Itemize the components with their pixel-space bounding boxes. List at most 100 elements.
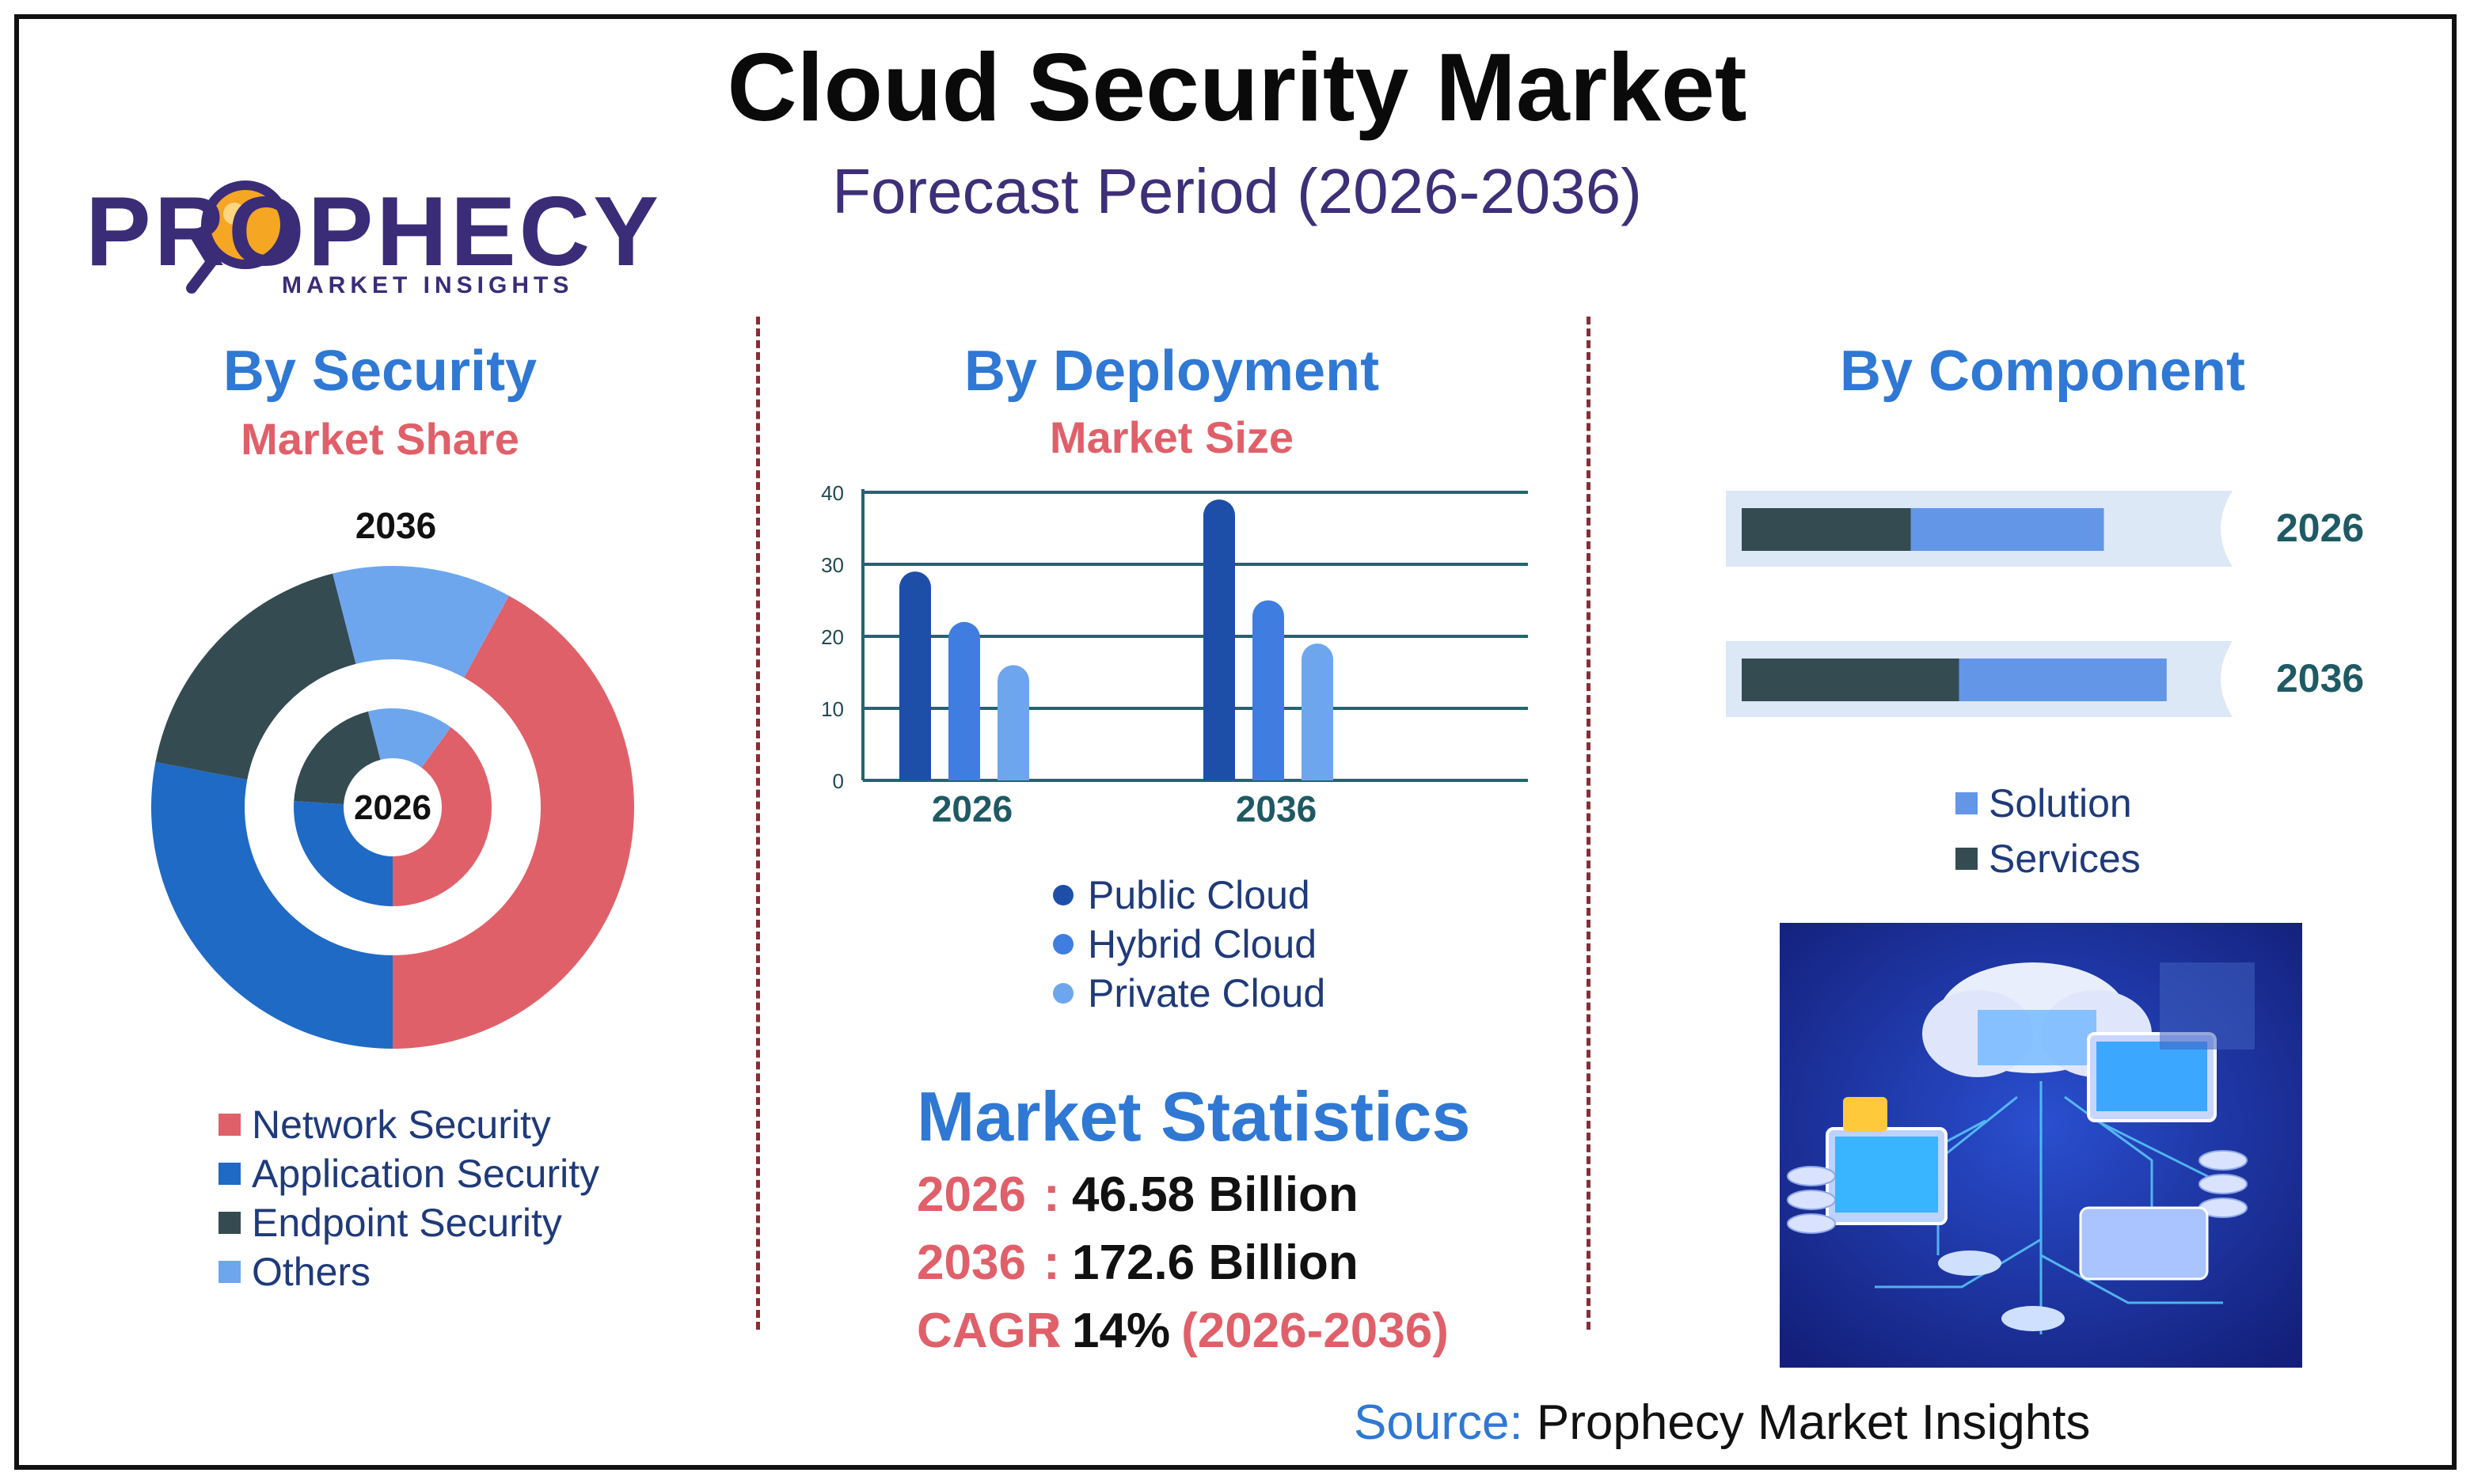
stat-value: 172.6 Billion bbox=[1072, 1235, 1359, 1290]
page-title: Cloud Security Market bbox=[727, 33, 1747, 141]
bar-base-2036-hybrid-cloud bbox=[1252, 765, 1284, 780]
server-panel-icon bbox=[2160, 962, 2255, 1049]
security-donut-chart: 2036 2026 bbox=[151, 507, 635, 1049]
y-tick-label: 20 bbox=[821, 625, 844, 649]
security-legend-item-others: Others bbox=[219, 1247, 599, 1296]
source-label: Source: bbox=[1354, 1395, 1523, 1450]
legend-label: Services bbox=[1989, 837, 2141, 881]
stat-key: 2036 bbox=[917, 1235, 1026, 1290]
y-tick-label: 0 bbox=[833, 769, 844, 793]
component-stacked-bar-chart: 2026 2036 bbox=[1726, 491, 2364, 717]
security-legend-item-network-security: Network Security bbox=[219, 1100, 599, 1149]
bar-base-2026-private-cloud bbox=[998, 765, 1029, 780]
legend-swatch bbox=[219, 1261, 241, 1283]
stat-colon: : bbox=[1043, 1304, 1060, 1358]
donut-slice-2026-application-security bbox=[294, 801, 393, 906]
hbar-label-2036: 2036 bbox=[2276, 656, 2364, 700]
legend-label: Others bbox=[252, 1250, 371, 1294]
magnifier-icon bbox=[186, 180, 290, 294]
logo-wordmark: PROPHECY bbox=[86, 176, 662, 294]
bar-2036-private-cloud bbox=[1302, 643, 1333, 780]
legend-label: Solution bbox=[1989, 781, 2132, 825]
section-divider-left bbox=[756, 317, 760, 1330]
component-legend-item-solution: Solution bbox=[1955, 776, 2141, 831]
deployment-section-title: By Deployment bbox=[963, 340, 1380, 403]
source-credit: Source: Prophecy Market Insights bbox=[1354, 1395, 2090, 1451]
market-statistics-title: Market Statistics bbox=[917, 1077, 1471, 1156]
legend-swatch bbox=[1955, 792, 1978, 814]
legend-swatch bbox=[219, 1163, 241, 1185]
disk-icon bbox=[2001, 1306, 2065, 1331]
stat-row-2026: 2026:46.58 Billion bbox=[917, 1167, 1449, 1235]
legend-label: Hybrid Cloud bbox=[1088, 922, 1317, 966]
legend-dot bbox=[1053, 934, 1074, 955]
component-legend: Solution Services bbox=[1955, 776, 2141, 886]
bar-base-2036-public-cloud bbox=[1203, 765, 1235, 780]
x-tick-label-2036: 2036 bbox=[1236, 788, 1317, 829]
stat-value: 46.58 Billion bbox=[1072, 1167, 1359, 1222]
market-statistics-rows: 2026:46.58 Billion 2036:172.6 Billion CAGR… bbox=[917, 1167, 1449, 1371]
hbar-2026-services bbox=[1742, 508, 1911, 551]
cloud-network-illustration bbox=[1780, 923, 2302, 1368]
legend-label: Public Cloud bbox=[1088, 873, 1310, 917]
legend-dot bbox=[1053, 983, 1074, 1004]
logo-name: PROPHECY bbox=[86, 177, 662, 287]
security-section-title: By Security bbox=[222, 340, 538, 403]
deployment-legend: Public Cloud Hybrid Cloud Private Cloud bbox=[1053, 871, 1325, 1018]
hbar-label-2026: 2026 bbox=[2276, 506, 2364, 550]
donut-slice-2026-others bbox=[367, 708, 451, 768]
stat-colon: : bbox=[1043, 1167, 1060, 1222]
donut-slice-2036-endpoint-security bbox=[155, 573, 356, 780]
donut-slice-2036-others bbox=[333, 566, 509, 678]
stat-value: 14% bbox=[1072, 1304, 1171, 1358]
stat-row-cagr: CAGR:14% (2026-2036) bbox=[917, 1303, 1449, 1371]
deployment-legend-item-public-cloud: Public Cloud bbox=[1053, 871, 1325, 920]
legend-swatch bbox=[219, 1212, 241, 1234]
legend-label: Application Security bbox=[252, 1152, 600, 1196]
legend-swatch bbox=[1955, 848, 1978, 870]
database-icon bbox=[1787, 1150, 2248, 1234]
stat-row-2036: 2036:172.6 Billion bbox=[917, 1235, 1449, 1303]
bar-base-2026-hybrid-cloud bbox=[948, 765, 980, 780]
legend-label: Network Security bbox=[252, 1103, 551, 1147]
donut-slice-2036-network-security bbox=[393, 595, 635, 1049]
legend-swatch bbox=[219, 1114, 241, 1136]
bar-base-2026-public-cloud bbox=[899, 765, 931, 780]
page-subtitle: Forecast Period (2026-2036) bbox=[832, 156, 1642, 226]
bar-2026-private-cloud bbox=[998, 665, 1029, 780]
bar-2026-public-cloud bbox=[899, 571, 931, 780]
deployment-bar-chart: 0 10 20 30 40 2026 2036 bbox=[821, 481, 1528, 829]
bar-base-2036-private-cloud bbox=[1302, 765, 1333, 780]
security-section-subtitle: Market Share bbox=[241, 414, 519, 464]
stat-colon: : bbox=[1043, 1235, 1060, 1290]
legend-label: Endpoint Security bbox=[252, 1201, 562, 1245]
section-divider-right bbox=[1587, 317, 1590, 1330]
source-text: Prophecy Market Insights bbox=[1536, 1395, 2091, 1450]
logo-tagline: MARKET INSIGHTS bbox=[282, 272, 574, 298]
stat-key: CAGR bbox=[917, 1304, 1062, 1358]
y-tick-label: 30 bbox=[821, 553, 844, 577]
security-legend-item-endpoint-security: Endpoint Security bbox=[219, 1198, 599, 1247]
deployment-section-subtitle: Market Size bbox=[1049, 412, 1294, 462]
security-legend-item-application-security: Application Security bbox=[219, 1149, 599, 1198]
tablet-icon bbox=[2079, 1206, 2209, 1281]
donut-outer-year-label: 2036 bbox=[355, 507, 436, 546]
legend-label: Private Cloud bbox=[1088, 971, 1326, 1015]
donut-slice-2036-application-security bbox=[151, 761, 393, 1049]
hbar-2026-solution bbox=[1910, 508, 2104, 551]
hbar-2036-services bbox=[1742, 659, 1959, 701]
y-tick-label: 10 bbox=[821, 697, 844, 721]
disk-icon bbox=[1938, 1251, 2001, 1276]
donut-slice-2026-endpoint-security bbox=[294, 711, 381, 805]
bar-2036-hybrid-cloud bbox=[1252, 600, 1284, 780]
stat-extra: (2026-2036) bbox=[1181, 1304, 1449, 1358]
lock-folder-icon bbox=[1843, 1097, 1887, 1132]
hbar-2036-solution bbox=[1959, 659, 2167, 701]
stat-key: 2026 bbox=[917, 1167, 1026, 1222]
x-tick-label-2026: 2026 bbox=[932, 788, 1013, 829]
deployment-legend-item-private-cloud: Private Cloud bbox=[1053, 969, 1325, 1018]
y-tick-label: 40 bbox=[821, 481, 844, 505]
security-legend: Network Security Application Security Endp… bbox=[219, 1100, 599, 1296]
bar-2026-hybrid-cloud bbox=[948, 621, 980, 780]
deployment-legend-item-hybrid-cloud: Hybrid Cloud bbox=[1053, 920, 1325, 969]
